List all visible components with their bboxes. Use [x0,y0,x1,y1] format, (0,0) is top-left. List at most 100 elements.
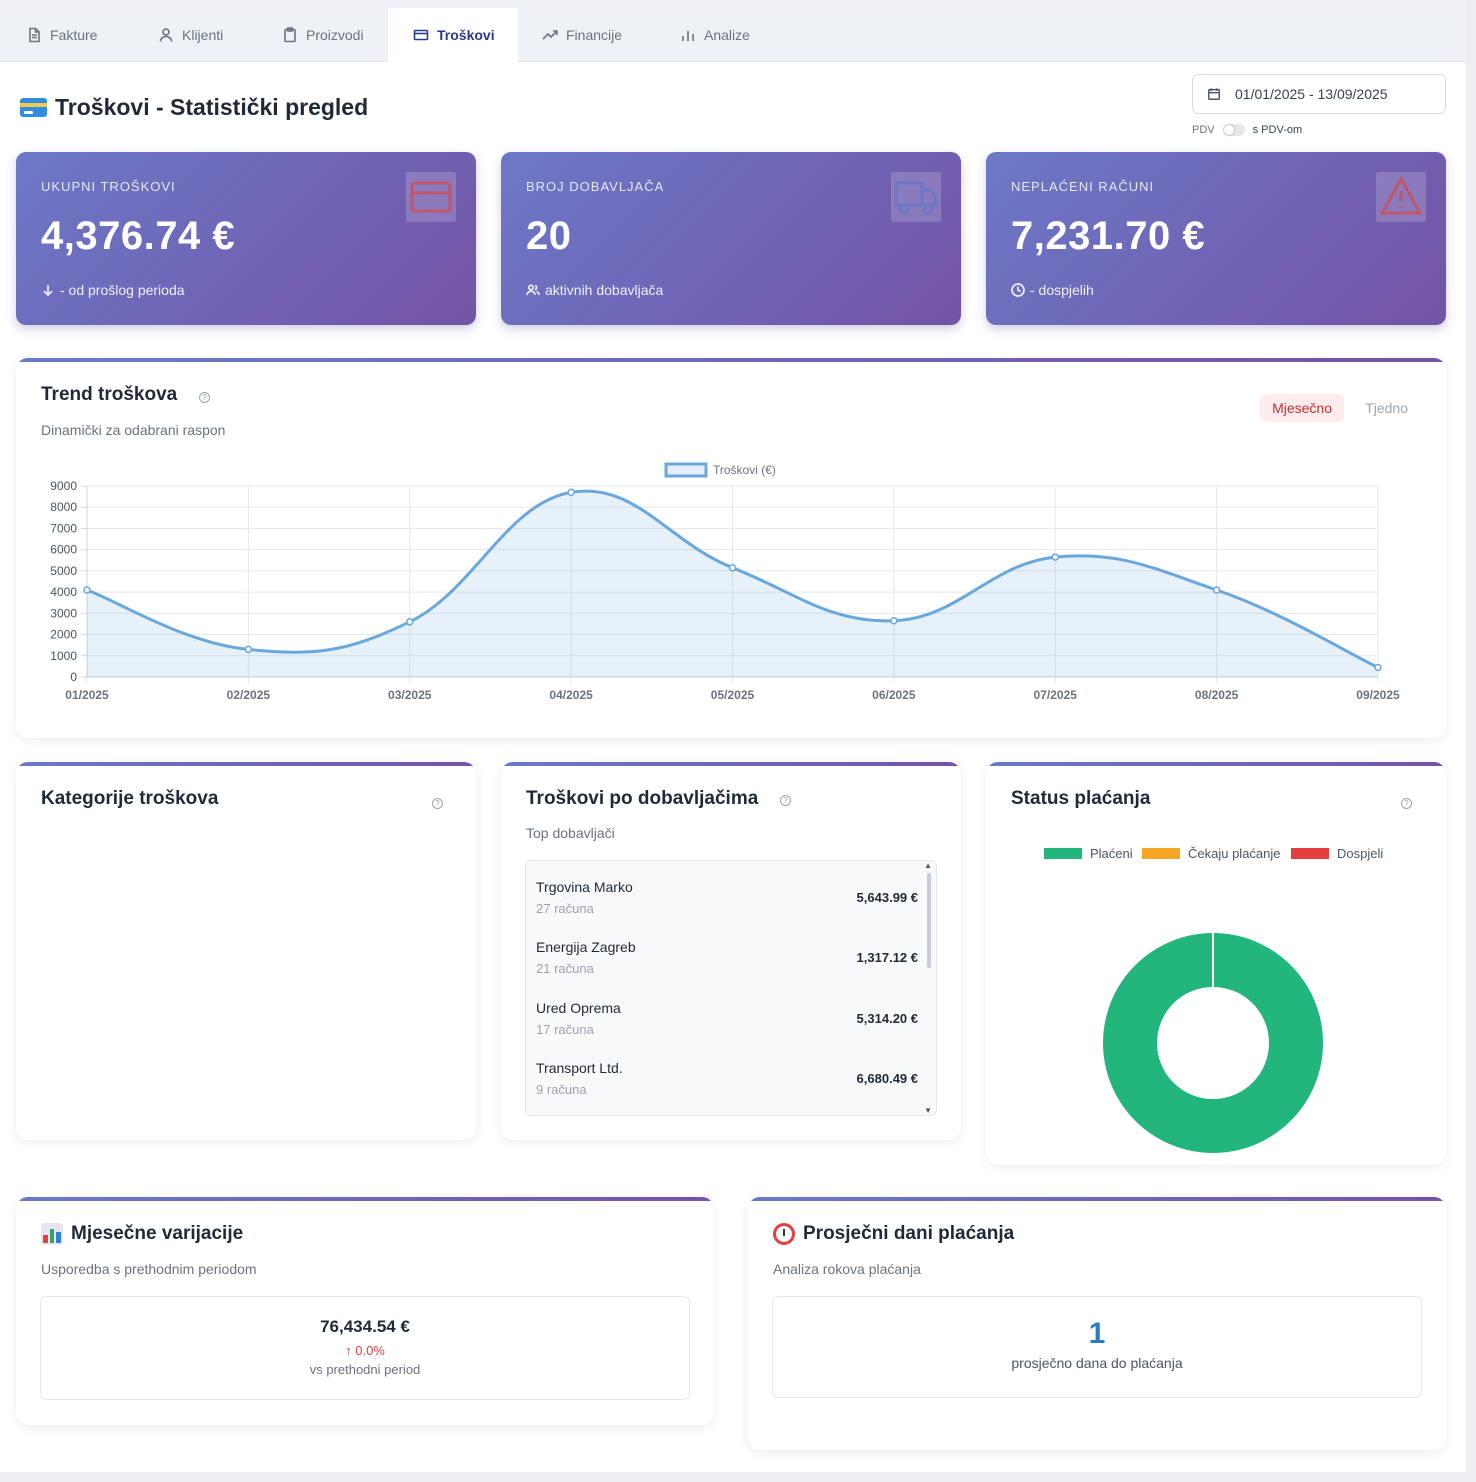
supplier-row[interactable]: Transport Ltd. 9 računa 6,680.49 € [536,1060,918,1115]
y-tick-label: 0 [70,670,77,684]
x-tick-label: 02/2025 [227,688,271,702]
trend-chart: 0 1000 2000 3000 4000 5000 6000 7000 8000 9000 01/… [50,462,1400,702]
tab-analize[interactable]: Analize [654,8,774,62]
arrow-down-icon [43,285,53,297]
stat-sub-text: - dospjelih [1030,282,1094,298]
legend-label: Čekaju plaćanje [1188,846,1281,861]
truck-icon [891,172,941,222]
supplier-row[interactable]: Ured Oprema 17 računa 5,314.20 € [536,1000,918,1056]
tab-fakture[interactable]: Fakture [0,8,130,62]
help-icon[interactable]: ? [199,392,210,403]
payment-days-value: 1 [1088,1317,1106,1350]
trend-subtitle: Dinamički za odabrani raspon [41,422,226,438]
scroll-down-arrow[interactable]: ▼ [924,1106,932,1115]
stat-sub: aktivnih dobavljača [526,282,663,298]
y-tick-label: 1000 [50,649,77,663]
chart-legend: Troškovi (€) [664,462,776,478]
data-point [244,645,253,654]
scrollbar-thumb[interactable] [927,873,931,968]
suppliers-panel: Troškovi po dobavljačima ? Top dobavljač… [501,762,961,1140]
tab-label: Klijenti [182,27,224,43]
legend-swatch [1142,848,1180,859]
help-icon[interactable]: ? [432,798,443,809]
stat-sub: - dospjelih [1011,282,1094,298]
x-tick-label: 05/2025 [711,688,755,702]
legend-swatch [664,462,708,478]
x-tick-label: 07/2025 [1034,688,1078,702]
categories-panel: Kategorije troškova ? [16,762,476,1140]
y-tick-label: 6000 [50,543,77,557]
pdv-toggle-label: s PDV-om [1252,124,1303,136]
bar-chart-icon [41,1223,63,1245]
stat-sub-text: aktivnih dobavljača [545,282,664,298]
clipboard-icon [284,27,296,43]
data-point [728,563,737,572]
pdv-control: PDV s PDV-om [1192,124,1302,136]
status-title: Status plaćanja [1011,788,1150,810]
y-tick-label: 7000 [50,521,77,535]
payment-days-panel: Prosječni dani plaćanja Analiza rokova p… [748,1197,1446,1450]
scroll-up-arrow[interactable]: ▲ [924,861,932,870]
tab-label: Financije [566,27,623,43]
payment-days-note: prosječno dana do plaćanja [1011,1355,1183,1371]
variation-summary: 76,434.54 € ↑ 0.0% vs prethodni period [40,1296,690,1400]
clock-icon [1011,283,1025,297]
categories-title-text: Kategorije troškova [41,788,219,809]
toggle-weekly[interactable]: Tjedno [1365,400,1408,416]
data-point [567,488,575,497]
status-title-text: Status plaćanja [1011,788,1151,809]
bottom-strip [0,1472,1466,1482]
supplier-name: Energija Zagreb [536,939,636,955]
y-tick-label: 9000 [50,479,77,493]
supplier-count: 21 računa [536,961,594,976]
x-tick-label: 06/2025 [872,688,916,702]
tab-troskovi[interactable]: Troškovi [388,8,518,62]
stat-label: NEPLAĆENI RAČUNI [1011,179,1155,194]
help-icon[interactable]: ? [1401,798,1412,809]
toggle-monthly[interactable]: Mjesečno [1260,394,1344,422]
supplier-row[interactable]: Energija Zagreb 21 računa 1,317.12 € [536,939,918,995]
y-tick-label: 4000 [50,585,77,599]
tab-financije[interactable]: Financije [518,8,654,62]
supplier-amount: 5,643.99 € [856,890,918,905]
pdv-toggle[interactable] [1222,124,1245,136]
alarm-clock-icon [773,1223,795,1245]
data-point [890,617,898,625]
stat-sub-text: - od prošlog perioda [60,282,185,298]
trend-title-text: Trend troškova [41,384,178,405]
categories-title: Kategorije troškova [41,788,218,810]
top-strip [0,0,1466,8]
series-line [86,489,1379,669]
variations-title: Mjesečne varijacije [41,1223,243,1245]
credit-card-icon [20,98,47,117]
user-icon [159,28,173,42]
payment-days-subtitle: Analiza rokova plaćanja [773,1261,921,1277]
suppliers-title: Troškovi po dobavljačima [526,788,758,810]
warning-icon [1376,172,1426,222]
main-tabs: Fakture Klijenti Proizvodi Troškovi Fina… [0,8,1466,62]
tab-proizvodi[interactable]: Proizvodi [262,8,388,62]
supplier-list[interactable]: Trgovina Marko 27 računa 5,643.99 € Ener… [525,860,937,1116]
variation-amount: 76,434.54 € [320,1317,410,1336]
supplier-amount: 1,317.12 € [856,950,918,965]
tab-klijenti[interactable]: Klijenti [130,8,262,62]
x-tick-label: 04/2025 [549,688,593,702]
tab-label: Troškovi [437,27,495,43]
suppliers-title-text: Troškovi po dobavljačima [526,788,759,809]
date-range-picker[interactable]: 01/01/2025 - 13/09/2025 [1192,74,1446,114]
supplier-row[interactable]: Trgovina Marko 27 računa 5,643.99 € [536,879,918,935]
legend-label: Dospjeli [1337,846,1383,861]
tab-label: Analize [704,27,750,43]
stat-value: 4,376.74 € [41,214,236,258]
y-tick-label: 3000 [50,606,77,620]
supplier-amount: 6,680.49 € [856,1071,918,1086]
stat-label: BROJ DOBAVLJAČA [526,179,665,194]
document-icon [29,27,40,43]
data-point [1374,663,1382,672]
x-tick-label: 09/2025 [1356,688,1400,702]
legend-swatch [1291,848,1329,859]
payment-days-summary: 1 prosječno dana do plaćanja [772,1296,1422,1398]
help-icon[interactable]: ? [780,795,791,806]
x-tick-label: 03/2025 [388,688,432,702]
supplier-name: Transport Ltd. [536,1060,623,1076]
